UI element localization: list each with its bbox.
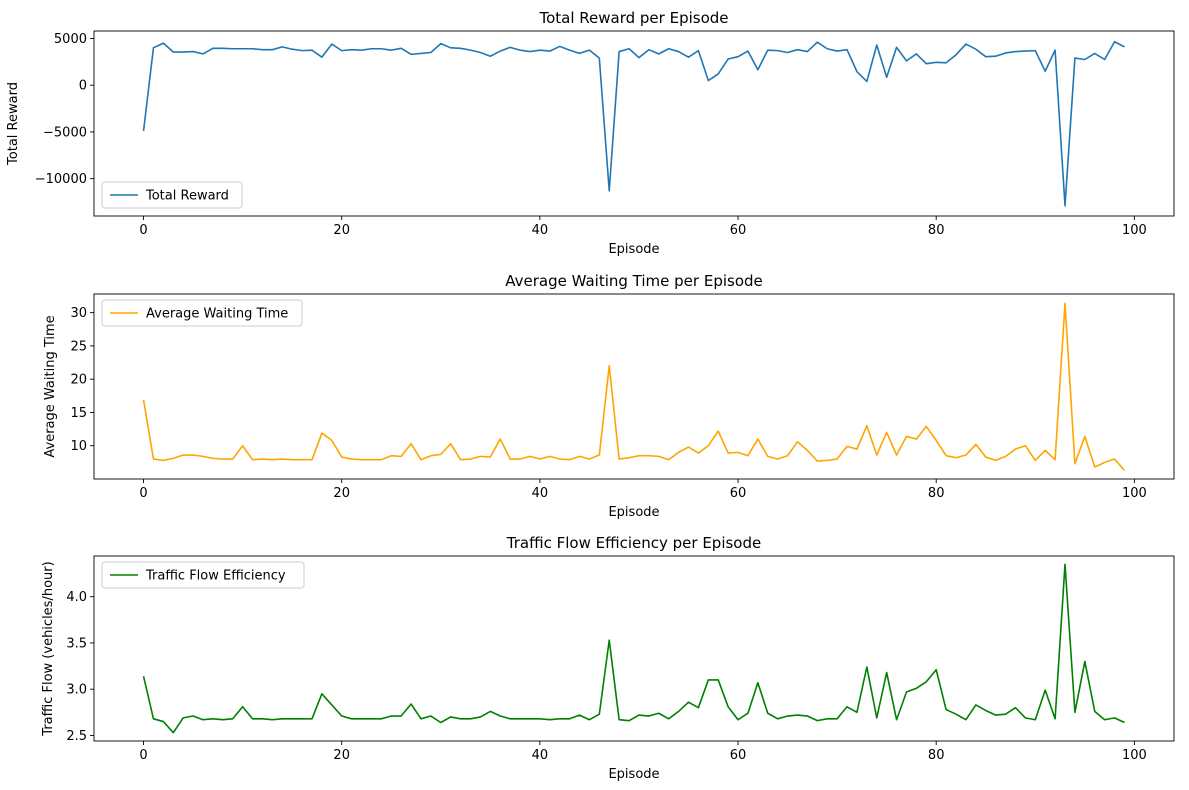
y-axis-label: Total Reward bbox=[6, 82, 21, 166]
x-tick-label: 60 bbox=[730, 748, 747, 763]
x-tick-label: 60 bbox=[730, 486, 747, 501]
legend: Total Reward bbox=[101, 181, 243, 209]
x-tick-label: 0 bbox=[139, 748, 147, 763]
x-tick-label: 0 bbox=[139, 486, 147, 501]
chart-title: Traffic Flow Efficiency per Episode bbox=[506, 534, 761, 552]
x-tick-label: 20 bbox=[333, 223, 350, 238]
legend-box bbox=[101, 561, 305, 589]
legend-label: Total Reward bbox=[145, 189, 229, 204]
x-tick-label: 80 bbox=[928, 748, 945, 763]
x-tick-label: 100 bbox=[1122, 223, 1147, 238]
plot-frame bbox=[93, 30, 1175, 217]
y-tick-label: 25 bbox=[70, 339, 87, 354]
chart-title: Total Reward per Episode bbox=[538, 9, 728, 27]
legend-label: Average Waiting Time bbox=[146, 307, 288, 322]
y-tick-label: 15 bbox=[70, 406, 87, 421]
legend-label: Traffic Flow Efficiency bbox=[145, 569, 286, 584]
y-tick-label: 30 bbox=[70, 306, 87, 321]
y-tick-label: 10 bbox=[70, 439, 87, 454]
x-tick-label: 40 bbox=[532, 486, 549, 501]
x-tick-label: 80 bbox=[928, 486, 945, 501]
plot-frame bbox=[93, 293, 1175, 480]
y-axis-label: Traffic Flow (vehicles/hour) bbox=[41, 561, 56, 736]
y-tick-label: 3.5 bbox=[66, 636, 87, 651]
x-tick-label: 20 bbox=[333, 486, 350, 501]
y-tick-label: 20 bbox=[70, 373, 87, 388]
y-tick-label: 2.5 bbox=[66, 729, 87, 744]
chart-panel-1: Total Reward per Episode 0 20 40 60 80 100 −100… bbox=[6, 9, 1175, 257]
y-tick-label: 3.0 bbox=[66, 683, 87, 698]
chart-panel-2: Average Waiting Time per Episode 0 20 40 60 8… bbox=[43, 272, 1175, 520]
y-axis-label: Average Waiting Time bbox=[43, 315, 58, 457]
x-tick-label: 80 bbox=[928, 223, 945, 238]
x-tick-label: 40 bbox=[532, 223, 549, 238]
series-line-1 bbox=[142, 563, 1125, 734]
x-axis-label: Episode bbox=[608, 242, 659, 257]
y-tick-label: 0 bbox=[79, 79, 87, 94]
legend-box bbox=[101, 299, 303, 327]
y-tick-label: 5000 bbox=[54, 32, 87, 47]
series-line-1 bbox=[142, 302, 1126, 471]
series-line-1 bbox=[142, 40, 1125, 207]
y-tick-label: −10000 bbox=[35, 172, 87, 187]
legend: Traffic Flow Efficiency bbox=[101, 561, 305, 589]
x-tick-label: 40 bbox=[532, 748, 549, 763]
x-tick-label: 100 bbox=[1122, 486, 1147, 501]
x-tick-label: 100 bbox=[1122, 748, 1147, 763]
legend-box bbox=[101, 181, 243, 209]
x-axis-label: Episode bbox=[608, 505, 659, 520]
y-tick-label: −5000 bbox=[43, 125, 87, 140]
x-tick-label: 20 bbox=[333, 748, 350, 763]
y-tick-label: 4.0 bbox=[66, 590, 87, 605]
legend: Average Waiting Time bbox=[101, 299, 303, 327]
plot-frame bbox=[93, 555, 1175, 742]
x-tick-label: 0 bbox=[139, 223, 147, 238]
x-tick-label: 60 bbox=[730, 223, 747, 238]
x-axis-label: Episode bbox=[608, 767, 659, 782]
chart-title: Average Waiting Time per Episode bbox=[505, 272, 763, 290]
chart-panel-3: Traffic Flow Efficiency per Episode 0 20 40… bbox=[41, 534, 1175, 782]
